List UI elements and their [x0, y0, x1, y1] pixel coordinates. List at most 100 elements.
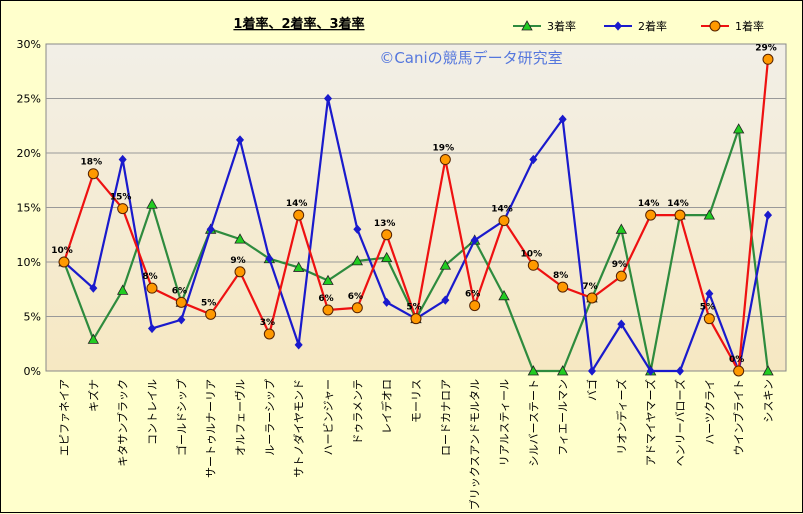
x-tick-label: ロードカナロア: [439, 379, 452, 456]
point-diamond: [587, 366, 597, 376]
point-triangle: [762, 365, 774, 376]
point-circle: [586, 292, 598, 304]
point-diamond: [617, 319, 626, 329]
x-tick-label: ヘンリーバローズ: [673, 379, 687, 466]
data-label: 10%: [521, 249, 543, 259]
point-circle: [439, 154, 451, 166]
data-labels: 10% 18% 15% 8% 6% 5% 9% 3% 14% 6% 6% 13% 5% 19% 6% 14% 1…: [51, 43, 777, 365]
point-diamond: [529, 154, 538, 165]
x-tick-label: バゴ: [585, 379, 599, 401]
x-tick-label: オルフェーヴル: [233, 379, 247, 456]
legend: 3着率 2着率 1着率: [513, 19, 764, 33]
data-label: 14%: [286, 199, 308, 209]
point-triangle: [146, 198, 158, 209]
point-circle: [117, 203, 129, 215]
x-tick-label: ゴールドシップ: [174, 379, 188, 456]
point-circle: [615, 270, 627, 282]
watermark: ©Caniの競馬データ研究室: [379, 49, 562, 67]
point-circle: [322, 304, 334, 316]
point-diamond: [294, 340, 303, 350]
point-diamond: [763, 210, 773, 220]
point-circle: [263, 328, 275, 340]
data-label: 8%: [553, 271, 568, 281]
x-tick-label: キタサンブラック: [116, 379, 130, 467]
x-tick-label: ウインブライト: [732, 379, 746, 456]
y-tick-label: 15%: [17, 202, 41, 215]
point-triangle: [351, 255, 364, 266]
point-circle: [674, 209, 686, 221]
data-label: 15%: [110, 193, 132, 203]
point-triangle: [234, 233, 246, 244]
point-circle: [410, 313, 422, 325]
series-circle: [58, 53, 774, 377]
x-tick-label: リアルスティール: [498, 379, 511, 466]
x-tick-label: ハーツクライ: [703, 379, 716, 445]
point-circle: [498, 215, 510, 227]
x-tick-label: ドゥラメンテ: [351, 379, 364, 445]
point-triangle: [498, 289, 510, 301]
point-diamond: [118, 154, 127, 165]
data-label: 29%: [755, 43, 777, 53]
point-circle: [733, 365, 745, 377]
data-label: 19%: [433, 144, 455, 154]
y-tick-label: 5%: [24, 311, 41, 324]
x-tick-label: シルバーステート: [527, 379, 540, 466]
point-triangle: [732, 123, 745, 134]
x-tick-label: キズナ: [86, 379, 100, 412]
data-label: 7%: [582, 282, 597, 292]
x-tick-label: コントレイル: [146, 379, 159, 445]
point-diamond: [147, 323, 157, 334]
point-circle: [381, 229, 393, 241]
point-triangle: [116, 284, 129, 295]
point-diamond: [89, 283, 98, 293]
point-diamond: [382, 297, 391, 307]
data-label: 5%: [406, 303, 421, 313]
point-circle: [175, 296, 187, 308]
point-circle: [293, 209, 305, 221]
y-tick-label: 0%: [24, 365, 41, 378]
point-diamond: [470, 235, 479, 245]
point-diamond: [705, 289, 714, 299]
point-diamond: [675, 366, 685, 376]
point-circle: [527, 259, 539, 271]
x-tick-label: フィエールマン: [557, 379, 570, 456]
point-triangle: [292, 261, 305, 272]
x-tick-label: ブリックスアンドモルタル: [468, 379, 482, 510]
point-triangle: [380, 251, 393, 263]
x-tick-label: リオンディーズ: [614, 379, 628, 455]
point-diamond: [235, 135, 245, 145]
legend-label: 3着率: [547, 19, 576, 33]
point-diamond: [323, 93, 333, 104]
point-circle: [557, 281, 569, 293]
point-triangle: [322, 274, 334, 285]
point-diamond: [177, 315, 186, 325]
x-tick-label: モーリス: [410, 379, 423, 423]
point-triangle: [87, 333, 100, 344]
data-label: 9%: [612, 260, 627, 270]
data-label: 5%: [201, 298, 216, 308]
data-label: 14%: [667, 199, 689, 209]
y-tick-label: 10%: [17, 256, 41, 269]
y-tick-label: 20%: [17, 147, 41, 160]
x-axis: エピファネイア キズナ キタサンブラック コントレイル ゴールドシップ サートゥルナーリア…: [58, 379, 775, 510]
point-circle: [709, 20, 721, 32]
data-label: 9%: [230, 256, 245, 266]
x-tick-label: ルーラーシップ: [263, 379, 276, 456]
legend-label: 2着率: [638, 19, 667, 33]
data-label: 0%: [729, 355, 744, 365]
y-tick-label: 25%: [17, 93, 41, 106]
data-label: 10%: [51, 246, 73, 256]
point-circle: [146, 282, 158, 294]
data-label: 6%: [348, 292, 363, 302]
data-label: 6%: [172, 286, 187, 296]
data-label: 14%: [638, 199, 660, 209]
x-tick-label: ハービンジャー: [322, 379, 335, 455]
data-label: 8%: [142, 272, 157, 282]
point-diamond: [265, 254, 274, 264]
data-label: 3%: [260, 318, 275, 328]
point-circle: [351, 302, 363, 314]
point-triangle: [527, 365, 540, 376]
data-label: 5%: [700, 303, 715, 313]
x-tick-label: サートゥルナーリア: [205, 379, 218, 478]
